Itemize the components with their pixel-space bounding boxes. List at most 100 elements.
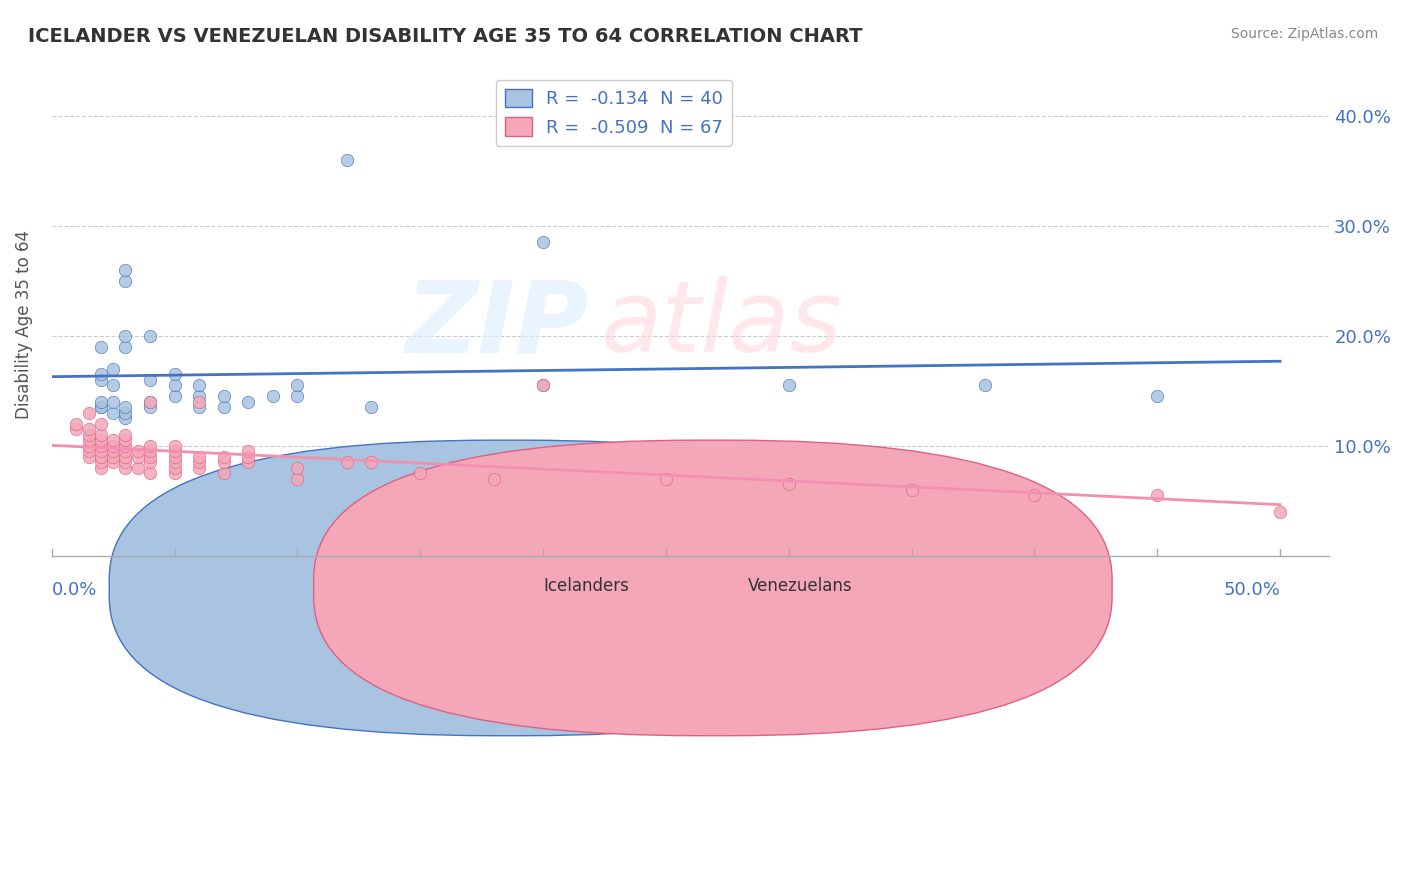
Point: [287, 472, 309, 486]
Point: [139, 400, 162, 414]
Point: [101, 361, 124, 376]
Point: [90, 368, 112, 382]
Legend: R =  -0.134  N = 40, R =  -0.509  N = 67: R = -0.134 N = 40, R = -0.509 N = 67: [496, 79, 733, 145]
Point: [90, 450, 112, 464]
Point: [139, 373, 162, 387]
Point: [90, 340, 112, 354]
Point: [163, 368, 186, 382]
Point: [163, 439, 186, 453]
Point: [101, 439, 124, 453]
Point: [139, 450, 162, 464]
Text: ICELANDER VS VENEZUELAN DISABILITY AGE 35 TO 64 CORRELATION CHART: ICELANDER VS VENEZUELAN DISABILITY AGE 3…: [28, 27, 863, 45]
Point: [212, 455, 235, 469]
Point: [90, 444, 112, 458]
Point: [974, 378, 997, 392]
Point: [335, 455, 357, 469]
Point: [287, 460, 309, 475]
Point: [360, 400, 382, 414]
Text: 50.0%: 50.0%: [1223, 581, 1279, 599]
Point: [77, 422, 100, 436]
FancyBboxPatch shape: [110, 440, 908, 736]
Point: [1146, 488, 1168, 502]
Point: [114, 411, 136, 425]
Point: [188, 455, 211, 469]
Point: [1268, 505, 1291, 519]
Point: [188, 378, 211, 392]
Point: [114, 406, 136, 420]
Point: [212, 400, 235, 414]
Point: [163, 460, 186, 475]
Point: [531, 235, 554, 250]
Point: [188, 389, 211, 403]
Point: [238, 455, 260, 469]
Point: [188, 460, 211, 475]
Point: [1024, 488, 1046, 502]
Point: [900, 483, 922, 497]
Point: [238, 444, 260, 458]
Point: [101, 450, 124, 464]
Text: atlas: atlas: [602, 277, 842, 373]
Point: [212, 389, 235, 403]
Point: [77, 444, 100, 458]
Point: [531, 378, 554, 392]
Point: [114, 427, 136, 442]
Point: [778, 378, 800, 392]
Point: [238, 450, 260, 464]
Point: [77, 406, 100, 420]
Point: [163, 455, 186, 469]
Point: [101, 406, 124, 420]
Point: [287, 378, 309, 392]
Point: [188, 450, 211, 464]
Point: [77, 427, 100, 442]
Point: [127, 444, 149, 458]
Point: [77, 433, 100, 447]
Point: [139, 439, 162, 453]
Point: [1146, 389, 1168, 403]
Point: [90, 433, 112, 447]
Point: [409, 466, 432, 480]
Point: [163, 444, 186, 458]
Point: [163, 450, 186, 464]
Text: Icelanders: Icelanders: [544, 576, 630, 595]
Point: [65, 422, 87, 436]
Point: [114, 400, 136, 414]
Point: [139, 394, 162, 409]
FancyBboxPatch shape: [314, 440, 1112, 736]
Point: [531, 378, 554, 392]
Point: [114, 274, 136, 288]
Point: [77, 450, 100, 464]
Point: [114, 340, 136, 354]
Point: [212, 466, 235, 480]
Point: [482, 472, 505, 486]
Text: ZIP: ZIP: [405, 277, 588, 373]
Point: [287, 389, 309, 403]
Point: [360, 455, 382, 469]
Point: [101, 394, 124, 409]
Y-axis label: Disability Age 35 to 64: Disability Age 35 to 64: [15, 230, 32, 419]
Point: [212, 450, 235, 464]
Point: [90, 400, 112, 414]
Point: [139, 394, 162, 409]
Point: [77, 439, 100, 453]
Point: [163, 389, 186, 403]
Point: [114, 328, 136, 343]
Point: [778, 477, 800, 491]
Point: [163, 378, 186, 392]
Point: [101, 378, 124, 392]
Point: [238, 394, 260, 409]
Point: [114, 439, 136, 453]
Point: [90, 455, 112, 469]
Point: [65, 417, 87, 431]
Point: [139, 455, 162, 469]
Point: [114, 433, 136, 447]
Text: 0.0%: 0.0%: [52, 581, 97, 599]
Point: [114, 262, 136, 277]
Point: [655, 472, 678, 486]
Point: [90, 427, 112, 442]
Point: [262, 389, 284, 403]
Point: [90, 417, 112, 431]
Point: [101, 444, 124, 458]
Point: [90, 439, 112, 453]
Point: [101, 455, 124, 469]
Point: [127, 460, 149, 475]
